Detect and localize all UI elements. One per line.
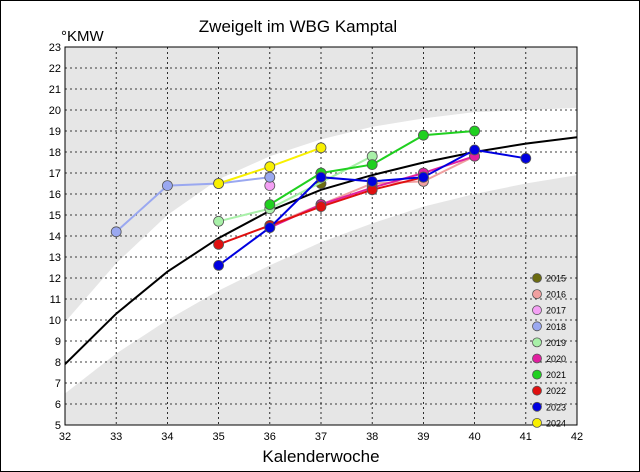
tick-layer: 32 33 34 35 36 37 38 39 40 41 42 5 6 7 8 9 10 11 12 13 14 15 1…: [49, 42, 583, 443]
legend-marker-2017: [532, 305, 542, 316]
data-point-2018: [161, 180, 173, 192]
data-point-2022: [213, 238, 225, 250]
y-tick-label: 16: [49, 189, 61, 201]
legend-label-2023: 2023: [546, 402, 566, 412]
curve-layer: [65, 136, 577, 365]
series-2023: [213, 144, 532, 271]
data-point-2023: [315, 171, 327, 183]
y-tick-label: 18: [49, 147, 61, 159]
x-tick-label: 38: [366, 431, 378, 443]
x-tick-label: 40: [468, 431, 480, 443]
chart-title: Zweigelt im WBG Kamptal: [199, 17, 397, 36]
y-tick-label: 8: [55, 357, 61, 369]
data-point-2018: [110, 226, 122, 238]
x-tick-label: 37: [315, 431, 327, 443]
data-point-2023: [213, 259, 225, 271]
legend-marker-2023: [532, 401, 542, 412]
legend-marker-2018: [532, 321, 542, 332]
x-tick-label: 33: [110, 431, 122, 443]
x-axis-label: Kalenderwoche: [262, 447, 379, 466]
data-point-2021: [264, 199, 276, 210]
x-tick-label: 42: [571, 431, 583, 443]
grid-layer: [65, 47, 577, 425]
series-2024: [213, 142, 327, 189]
y-tick-label: 13: [49, 252, 61, 264]
data-point-2024: [315, 142, 327, 154]
data-point-2018: [264, 171, 276, 183]
y-tick-label: 15: [49, 210, 61, 222]
data-point-2022: [315, 201, 327, 213]
white-band: [65, 107, 577, 394]
reference-curve: [65, 136, 577, 365]
legend-label-2016: 2016: [546, 290, 566, 300]
data-point-2023: [520, 152, 532, 164]
y-tick-label: 19: [49, 126, 61, 138]
y-tick-label: 17: [49, 168, 61, 180]
data-point-2021: [469, 125, 481, 137]
legend-marker-2022: [532, 385, 542, 396]
data-point-2024: [264, 161, 276, 173]
y-tick-label: 6: [55, 399, 61, 411]
y-tick-label: 20: [49, 105, 61, 117]
series-line-2018: [115, 176, 270, 233]
y-tick-label: 22: [49, 63, 61, 75]
y-tick-label: 11: [50, 294, 61, 306]
data-point-2024: [213, 178, 225, 189]
legend-marker-2016: [532, 289, 542, 300]
legend-label-2024: 2024: [546, 418, 566, 428]
x-tick-label: 35: [212, 431, 224, 443]
legend-label-2018: 2018: [546, 322, 566, 332]
y-tick-label: 14: [49, 231, 61, 243]
data-point-2021: [417, 129, 429, 141]
y-tick-label: 7: [55, 378, 61, 390]
legend-label-2017: 2017: [546, 306, 566, 316]
x-tick-label: 36: [264, 431, 276, 443]
legend-label-2022: 2022: [546, 386, 566, 396]
data-point-2019: [213, 215, 225, 227]
y-axis-label: °KMW: [61, 28, 104, 45]
legend-label-2021: 2021: [546, 370, 566, 380]
x-tick-label: 39: [417, 431, 429, 443]
series-layer: [110, 125, 532, 271]
data-point-2023: [417, 171, 429, 183]
y-tick-label: 12: [49, 273, 61, 285]
x-tick-label: 41: [520, 431, 532, 443]
legend: 2015 2016 2017 2018 2019 2020 2021 2022 2023 2024: [532, 273, 566, 428]
data-point-2023: [366, 175, 378, 187]
x-tick-label: 32: [59, 431, 71, 443]
y-tick-label: 21: [49, 84, 61, 96]
legend-marker-2020: [532, 353, 542, 364]
data-point-2021: [366, 159, 378, 171]
legend-marker-2015: [532, 273, 542, 283]
y-tick-label: 5: [55, 420, 61, 432]
x-tick-label: 34: [161, 431, 173, 443]
legend-label-2020: 2020: [546, 354, 566, 364]
y-tick-label: 10: [49, 315, 61, 327]
plot-border: [64, 46, 578, 426]
y-tick-label: 9: [55, 336, 61, 348]
legend-marker-2021: [532, 369, 542, 380]
legend-marker-2024: [532, 417, 542, 428]
band-layer: [65, 107, 577, 394]
legend-marker-2019: [532, 337, 542, 348]
legend-label-2015: 2015: [546, 274, 566, 284]
legend-label-2019: 2019: [546, 338, 566, 348]
data-point-2023: [264, 222, 276, 234]
y-tick-label: 23: [49, 42, 61, 54]
data-point-2023: [469, 144, 481, 156]
